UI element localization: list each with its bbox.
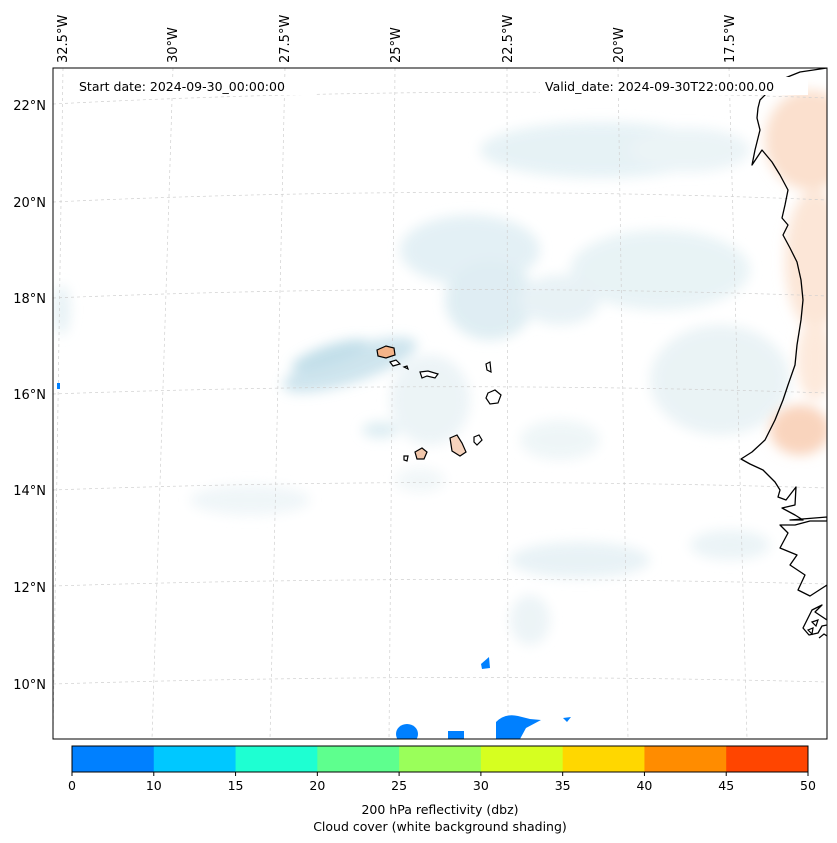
lat-label: 12°N: [13, 581, 46, 596]
valid-date-label: Valid_date: 2024-09-30T22:00:00.00: [545, 79, 774, 94]
lon-label: 20°W: [612, 27, 627, 63]
colorbar-segment: [317, 746, 400, 772]
lat-label: 14°N: [13, 484, 46, 499]
land-shading: [765, 90, 827, 455]
colorbar-segment: [72, 746, 155, 772]
map-frame: [52, 67, 828, 740]
gridlines: [53, 68, 827, 739]
lat-label: 10°N: [13, 678, 46, 693]
colorbar-tick-label: 45: [718, 778, 734, 793]
colorbar-segment: [644, 746, 727, 772]
colorbar-tick-label: 0: [68, 778, 76, 793]
colorbar-tick-label: 15: [228, 778, 244, 793]
colorbar-segment: [562, 746, 645, 772]
lon-label: 27.5°W: [278, 15, 293, 63]
lon-label: 17.5°W: [723, 15, 738, 63]
colorbar-tick-label: 50: [800, 778, 816, 793]
lon-label: 30°W: [166, 27, 181, 63]
map-area: [53, 68, 827, 739]
cloud-cover-shading: [54, 122, 790, 645]
valid-date-box: [540, 77, 808, 95]
colorbar-tick-label: 40: [636, 778, 652, 793]
lon-label: 25°W: [389, 27, 404, 63]
reflectivity-patches: [57, 383, 571, 739]
colorbar-label: 200 hPa reflectivity (dbz): [361, 802, 518, 817]
colorbar-sublabel: Cloud cover (white background shading): [313, 819, 567, 834]
lon-label: 32.5°W: [56, 15, 71, 63]
start-date-label: Start date: 2024-09-30_00:00:00: [79, 79, 285, 94]
colorbar-tick-label: 35: [555, 778, 571, 793]
colorbar-segment: [480, 746, 564, 772]
colorbar-tick-label: 10: [146, 778, 162, 793]
lat-label: 20°N: [13, 196, 46, 211]
cabo-verde-islands: [376, 345, 502, 462]
colorbar-tick-label: 25: [391, 778, 407, 793]
lat-label: 18°N: [13, 292, 46, 307]
africa-coastline: [740, 68, 827, 636]
lon-label: 22.5°W: [501, 15, 516, 63]
latitude-labels: 22°N 20°N 18°N 16°N 14°N 12°N 10°N: [13, 99, 46, 693]
colorbar-tick-label: 20: [309, 778, 325, 793]
colorbar-segment: [726, 746, 809, 772]
colorbar-segment: [399, 746, 482, 772]
lat-label: 22°N: [13, 99, 46, 114]
longitude-labels: 32.5°W 30°W 27.5°W 25°W 22.5°W 20°W 17.5…: [56, 15, 738, 63]
colorbar-border: [71, 745, 809, 773]
lat-label: 16°N: [13, 388, 46, 403]
colorbar: 0 10 15 20 25 30 35 40 45 50: [68, 745, 816, 793]
colorbar-segment: [153, 746, 237, 772]
colorbar-segment: [235, 746, 318, 772]
start-date-box: [74, 77, 314, 95]
colorbar-tick-label: 30: [473, 778, 489, 793]
